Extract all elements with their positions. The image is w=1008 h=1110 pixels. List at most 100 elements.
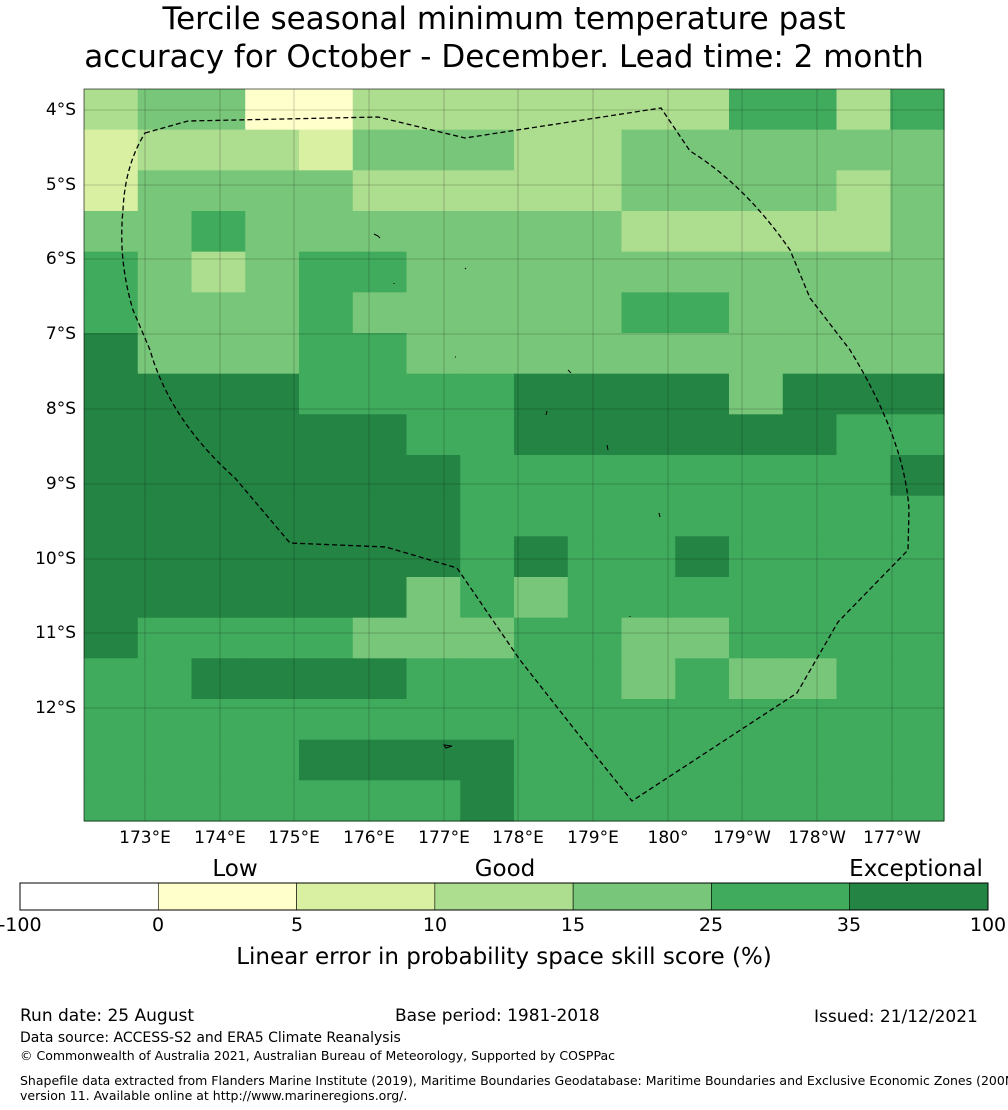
grid-cell	[621, 739, 676, 781]
grid-cell	[782, 617, 838, 659]
grid-cell	[675, 617, 730, 659]
grid-cell	[782, 414, 838, 456]
grid-cell	[352, 455, 408, 497]
grid-cell	[514, 211, 569, 253]
grid-cell	[406, 739, 461, 781]
grid-cell	[675, 577, 730, 619]
grid-cell	[890, 495, 945, 537]
lat-label-8s: 8°S	[45, 399, 76, 419]
grid-cell	[567, 577, 623, 619]
grid-cell	[191, 617, 246, 659]
grid-cell	[191, 414, 246, 456]
grid-cell	[406, 495, 461, 537]
lat-label-4s: 4°S	[45, 100, 76, 120]
grid-cell	[84, 495, 139, 537]
grid-cell	[567, 251, 623, 293]
grid-cell	[191, 170, 246, 212]
grid-cell	[890, 373, 945, 415]
lon-label-175e: 175°E	[268, 828, 320, 848]
grid-cell	[514, 536, 569, 578]
grid-cell	[782, 780, 838, 822]
copyright: © Commonwealth of Australia 2021, Austra…	[20, 1048, 615, 1063]
grid-cell	[137, 658, 193, 700]
grid-cell	[514, 251, 569, 293]
lat-label-6s: 6°S	[45, 249, 76, 269]
colorbar-swatch	[296, 882, 436, 911]
map-title: Tercile seasonal minimum temperature pas…	[0, 0, 1008, 76]
grid-cell	[352, 251, 408, 293]
grid-cell	[460, 495, 515, 537]
grid-cell	[137, 89, 193, 131]
grid-cell	[567, 658, 623, 700]
grid-cell	[621, 170, 676, 212]
grid-cell	[514, 455, 569, 497]
grid-cell	[782, 699, 838, 741]
grid-cell	[782, 211, 838, 253]
island-outlines	[373, 233, 661, 749]
grid-cell	[836, 455, 891, 497]
skill-grid	[84, 89, 945, 822]
grid-cell	[84, 211, 139, 253]
grid-cell	[245, 251, 300, 293]
grid-cell	[836, 536, 891, 578]
colorbar-swatch	[711, 882, 851, 911]
grid-cell	[460, 780, 515, 822]
grid-cell	[782, 536, 838, 578]
grid-cell	[729, 536, 784, 578]
grid-cell	[299, 292, 354, 334]
colorbar-tick: 10	[422, 914, 448, 936]
grid-cell	[782, 658, 838, 700]
grid-cell	[84, 292, 139, 334]
colorbar-tick: 25	[698, 914, 724, 936]
grid-cell	[890, 577, 945, 619]
grid-cell	[84, 129, 139, 171]
colorbar-tick: 5	[290, 914, 304, 936]
grid-cell	[406, 333, 461, 375]
lat-label-7s: 7°S	[45, 324, 76, 344]
grid-cell	[245, 495, 300, 537]
grid-cell	[621, 780, 676, 822]
grid-cell	[406, 455, 461, 497]
grid-cell	[460, 739, 515, 781]
grid-cell	[836, 699, 891, 741]
island	[567, 369, 572, 374]
grid-cell	[729, 292, 784, 334]
grid-cell	[352, 373, 408, 415]
lat-label-10s: 10°S	[35, 549, 76, 569]
grid-cell	[514, 495, 569, 537]
island	[606, 444, 609, 451]
grid-cell	[299, 414, 354, 456]
grid-cell	[836, 780, 891, 822]
category-exceptional: Exceptional	[849, 856, 983, 882]
grid-cell	[621, 251, 676, 293]
grid-cell	[84, 455, 139, 497]
lon-label-180: 180°	[647, 828, 689, 848]
grid-cell	[460, 617, 515, 659]
grid-cell	[191, 536, 246, 578]
grid-cell	[729, 780, 784, 822]
grid-cell	[406, 89, 461, 131]
grid-cell	[675, 333, 730, 375]
grid-cell	[890, 251, 945, 293]
grid-cell	[299, 495, 354, 537]
grid-cell	[514, 373, 569, 415]
grid-cell	[299, 739, 354, 781]
grid-cell	[352, 617, 408, 659]
grid-cell	[890, 658, 945, 700]
grid-cell	[84, 333, 139, 375]
grid-cell	[890, 455, 945, 497]
grid-cell	[460, 373, 515, 415]
grid-cell	[890, 699, 945, 741]
colorbar	[19, 882, 989, 911]
grid-cell	[460, 536, 515, 578]
lat-label-9s: 9°S	[45, 474, 76, 494]
grid-cell	[782, 251, 838, 293]
colorbar-tick: 15	[560, 914, 586, 936]
grid-cell	[137, 170, 193, 212]
grid-cell	[729, 495, 784, 537]
grid-cell	[782, 373, 838, 415]
lon-label-173e: 173°E	[119, 828, 171, 848]
grid-cell	[836, 251, 891, 293]
grid-cell	[191, 739, 246, 781]
grid-cell	[567, 495, 623, 537]
